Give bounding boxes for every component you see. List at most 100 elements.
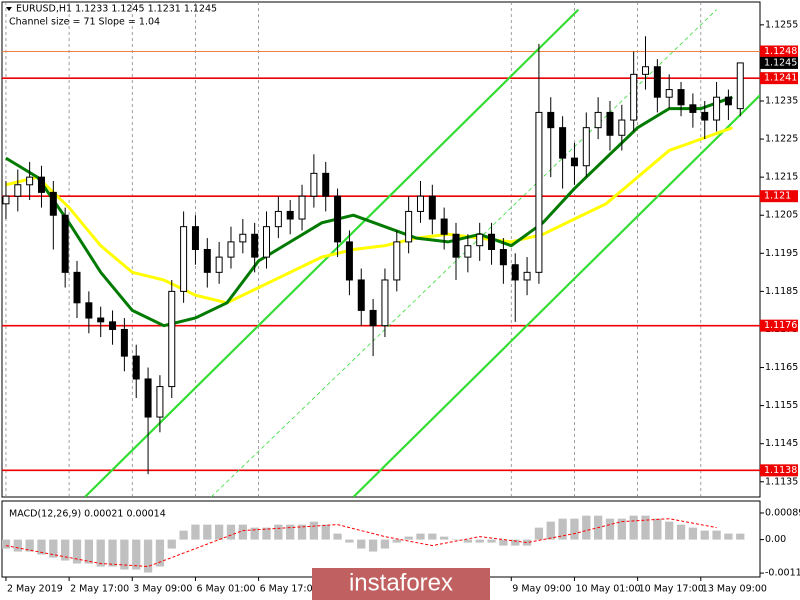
candle-body xyxy=(85,302,93,319)
candle-body xyxy=(665,89,673,98)
y-tick-label: -0.00112 xyxy=(765,568,800,579)
candle-body xyxy=(310,172,318,197)
macd-bar xyxy=(440,536,449,540)
macd-bar xyxy=(534,527,544,540)
level-label: 1.1138 xyxy=(764,465,797,476)
x-tick-label: 10 May 01:00 xyxy=(575,584,640,595)
macd-bar xyxy=(629,515,638,540)
candle-body xyxy=(476,233,484,247)
macd-bar xyxy=(582,515,591,540)
macd-bar xyxy=(463,539,472,543)
candle-body xyxy=(452,233,460,258)
macd-bar xyxy=(676,524,686,540)
macd-bar xyxy=(605,518,615,540)
macd-bar xyxy=(155,539,165,567)
candle-body xyxy=(156,386,164,418)
x-tick-label: 2 May 17:00 xyxy=(70,584,129,595)
macd-bar xyxy=(286,524,295,540)
candle-body xyxy=(322,172,330,197)
candle-body xyxy=(286,210,294,220)
macd-bar xyxy=(250,527,259,540)
macd-bar xyxy=(451,539,461,541)
x-tick-label: 3 May 09:00 xyxy=(133,584,192,595)
candle-body xyxy=(405,210,413,243)
macd-bar xyxy=(214,524,224,540)
macd-bar xyxy=(392,539,401,543)
chart-header: EURUSD,H1 1.1233 1.1245 1.1231 1.1245 xyxy=(16,4,217,15)
candle-body xyxy=(701,111,709,121)
candle-body xyxy=(642,66,650,75)
x-tick-label: 2 May 2019 xyxy=(7,584,63,595)
macd-bar xyxy=(143,539,153,573)
level-label: 1.1241 xyxy=(764,73,797,84)
candle-body xyxy=(582,127,590,167)
candle-body xyxy=(724,96,732,106)
macd-bar xyxy=(167,539,176,549)
macd-bar xyxy=(179,530,188,540)
macd-bar xyxy=(570,518,579,540)
candle-body xyxy=(499,249,507,266)
candle-body xyxy=(26,176,34,186)
candle-body xyxy=(227,241,235,258)
macd-bar xyxy=(712,530,721,540)
candle-body xyxy=(416,195,424,212)
macd-bar xyxy=(416,533,425,540)
candle-body xyxy=(191,226,199,250)
candle-body xyxy=(239,233,247,243)
price-label: 1.1245 xyxy=(764,57,797,68)
candle-body xyxy=(713,96,721,121)
candle-body xyxy=(345,241,353,281)
candle-body xyxy=(215,256,223,273)
candle-body xyxy=(37,176,45,193)
macd-signal xyxy=(5,518,717,568)
macd-bar xyxy=(546,521,555,540)
x-tick-label: 6 May 17:00 xyxy=(260,584,319,595)
macd-bar xyxy=(13,539,22,552)
macd-bar xyxy=(499,539,508,546)
axes: 2 May 2019 2 May 17:00 3 May 09:00 6 May 01… xyxy=(5,19,800,595)
macd-bar xyxy=(49,539,58,558)
macd-bar xyxy=(736,533,745,540)
macd-bar xyxy=(226,524,236,540)
candle-body xyxy=(14,184,22,197)
level-label-box xyxy=(760,190,798,203)
candle-body xyxy=(523,271,531,281)
y-tick-label: 1.1195 xyxy=(765,248,798,259)
macd-bar xyxy=(665,521,674,540)
macd-bar xyxy=(25,539,34,552)
candle-body xyxy=(203,249,211,273)
candle-body xyxy=(132,355,140,380)
macd-bar xyxy=(84,539,93,564)
macd-bar xyxy=(357,539,366,549)
macd-bar xyxy=(380,539,390,549)
candle-body xyxy=(440,218,448,235)
candle-body xyxy=(73,271,81,304)
candle-body xyxy=(689,104,697,113)
level-label-box xyxy=(760,72,798,85)
macd-bar xyxy=(37,539,46,555)
candle-body xyxy=(357,279,365,311)
macd-bar xyxy=(487,539,496,543)
channel-info: Channel size = 71 Slope = 1.04 xyxy=(9,17,160,28)
moving-average xyxy=(5,126,733,305)
macd-bar xyxy=(203,524,212,540)
main-frame xyxy=(1,1,761,498)
candle-body xyxy=(120,328,128,357)
candle-body xyxy=(464,245,472,258)
macd-bar xyxy=(558,518,567,540)
macd-bar xyxy=(96,539,105,567)
moving-average xyxy=(5,95,733,328)
candle-body xyxy=(369,309,377,327)
candle-body xyxy=(251,233,259,258)
candle-body xyxy=(606,111,614,136)
candle-body xyxy=(97,317,105,323)
macd-bar xyxy=(274,524,283,540)
macd-bar xyxy=(345,539,354,543)
main-plot xyxy=(2,2,760,497)
macd-bar xyxy=(321,524,330,540)
level-label: 1.121 xyxy=(764,191,791,202)
macd-bar xyxy=(653,518,662,540)
menu-arrow xyxy=(6,7,12,11)
candle-body xyxy=(428,195,436,220)
macd-bar xyxy=(132,539,141,570)
